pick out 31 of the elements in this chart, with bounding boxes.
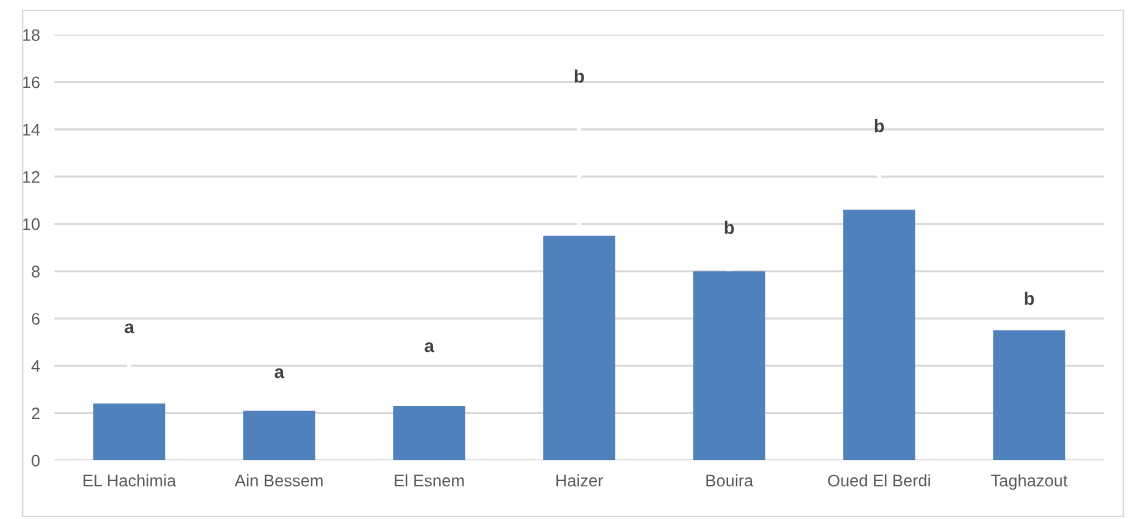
annotation: b	[724, 220, 734, 235]
bar	[693, 271, 766, 461]
bar	[243, 410, 316, 461]
annotation: a	[274, 368, 285, 379]
y-tick-label: 2	[31, 407, 40, 420]
x-tick-label: Ain Bessem	[234, 474, 323, 487]
annotation: b	[874, 119, 884, 133]
bar	[993, 330, 1066, 461]
x-tick-label: EL Hachimia	[83, 474, 177, 487]
annotation: a	[124, 323, 135, 334]
y-tick-label: 12	[23, 171, 40, 183]
bar	[843, 209, 916, 461]
annotation: b	[1024, 291, 1034, 305]
x-tick-label: Haizer	[556, 474, 603, 487]
y-tick-label: 10	[23, 218, 40, 231]
annotation: b	[574, 69, 584, 83]
y-tick-label: 14	[23, 123, 40, 136]
y-tick-label: 8	[31, 265, 40, 278]
bar	[543, 235, 616, 461]
annotation: a	[424, 342, 435, 353]
x-tick-label: Bouira	[706, 474, 754, 487]
bar	[93, 403, 166, 461]
y-tick-label: 18	[23, 29, 40, 41]
y-tick-label: 4	[31, 360, 40, 372]
x-tick-label: El Esnem	[394, 474, 464, 487]
y-tick-label: 0	[31, 454, 40, 467]
bar	[393, 405, 466, 461]
y-tick-label: 16	[23, 76, 40, 89]
y-tick-label: 6	[31, 312, 40, 325]
x-tick-label: Oued El Berdi	[828, 474, 930, 487]
x-tick-label: Taghazout	[991, 474, 1068, 490]
